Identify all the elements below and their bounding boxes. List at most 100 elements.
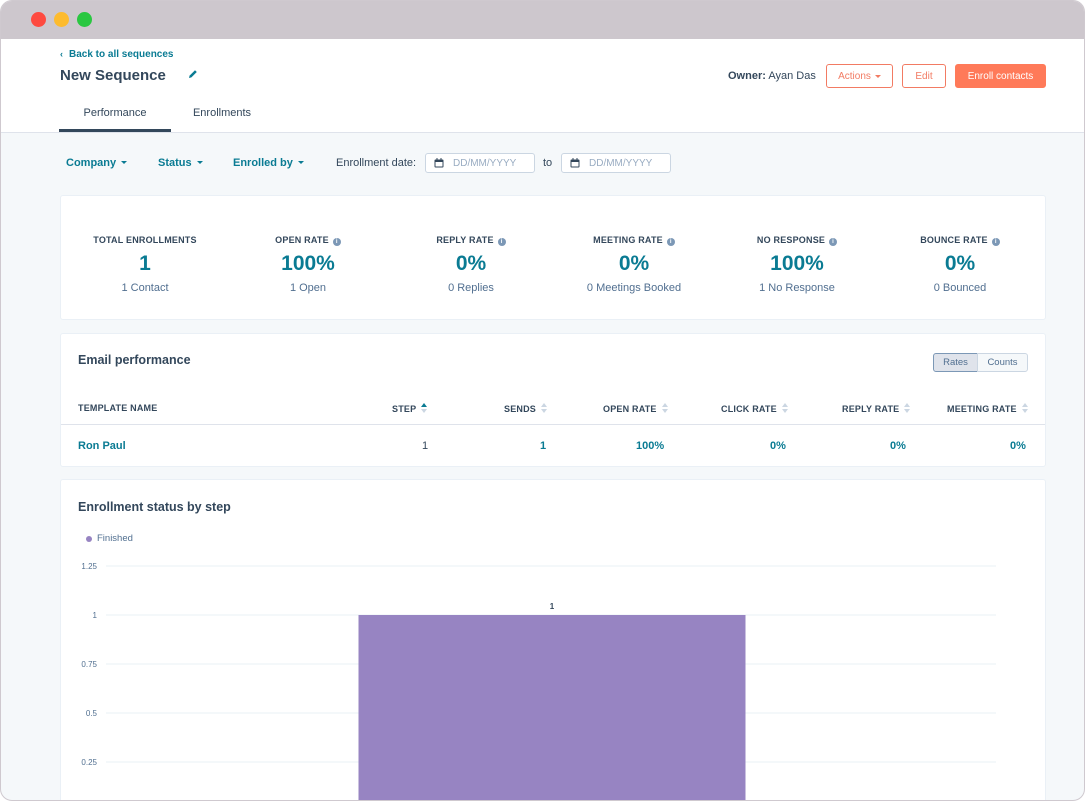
stat-label-text: TOTAL ENROLLMENTS — [93, 235, 197, 245]
legend-swatch — [86, 535, 92, 542]
page-title: New Sequence — [60, 67, 166, 84]
stat-label: MEETING RATE i — [552, 235, 716, 246]
stat-subtext: 1 Open — [289, 282, 327, 294]
column-header-label: REPLY RATE — [842, 404, 900, 414]
column-header-label: STEP — [392, 404, 417, 414]
column-header-label: TEMPLATE NAME — [78, 403, 158, 413]
summary-stats-card: TOTAL ENROLLMENTS 1 1 Contact OPEN RATE i… — [60, 195, 1046, 320]
column-header-label: MEETING RATE — [947, 404, 1017, 414]
info-icon[interactable]: i — [332, 238, 341, 246]
column-header-meeting-rate[interactable]: MEETING RATE — [947, 403, 1028, 414]
back-to-sequences-link[interactable]: ‹ Back to all sequences — [60, 49, 174, 60]
column-header-template-name[interactable]: TEMPLATE NAME — [78, 403, 157, 413]
enrolled-by-filter[interactable]: Enrolled by — [233, 157, 304, 169]
legend-label: Finished — [97, 533, 133, 544]
tab-performance[interactable]: Performance — [83, 107, 147, 119]
back-link-label: Back to all sequences — [69, 49, 174, 60]
stat-subtext: 1 Contact — [121, 282, 169, 294]
stat-label: BOUNCE RATE i — [878, 235, 1042, 246]
caret-down-icon — [196, 161, 203, 164]
minimize-window-button[interactable] — [54, 12, 69, 27]
table-divider — [61, 424, 1045, 425]
column-header-label: SENDS — [504, 404, 537, 414]
column-header-open-rate[interactable]: OPEN RATE — [603, 403, 668, 414]
info-icon[interactable]: i — [497, 238, 506, 246]
stat-label-text: BOUNCE RATE — [920, 235, 988, 245]
owner-label: Owner: — [728, 70, 766, 82]
date-to-placeholder: DD/MM/YYYY — [589, 157, 653, 169]
stat-label: TOTAL ENROLLMENTS — [63, 235, 227, 245]
enrollment-date-from-input[interactable]: DD/MM/YYYY — [425, 153, 535, 173]
maximize-window-button[interactable] — [77, 12, 92, 27]
stat-value: 100% — [770, 252, 824, 275]
y-tick-label: 0.5 — [86, 709, 98, 718]
bar-data-label: 1 — [550, 602, 555, 611]
sort-icon — [1021, 403, 1028, 414]
sends-cell[interactable]: 1 — [540, 440, 547, 452]
stat-label-text: REPLY RATE — [436, 235, 494, 245]
stat-value: 0% — [944, 252, 976, 275]
sort-icon — [541, 403, 548, 414]
stat-value: 0% — [618, 252, 650, 275]
actions-button[interactable]: Actions — [826, 64, 893, 88]
y-tick-label: 0.75 — [81, 660, 97, 669]
close-window-button[interactable] — [31, 12, 46, 27]
enrollment-status-title: Enrollment status by step — [78, 500, 231, 514]
chart-bar[interactable] — [358, 615, 746, 801]
info-icon[interactable]: i — [666, 238, 675, 246]
sort-icon — [781, 403, 788, 414]
click-rate-cell[interactable]: 0% — [770, 440, 786, 452]
stat-label: OPEN RATE i — [226, 235, 390, 246]
enroll-contacts-button[interactable]: Enroll contacts — [955, 64, 1046, 88]
column-header-step[interactable]: STEP — [392, 403, 428, 414]
open-rate-cell[interactable]: 100% — [636, 440, 665, 452]
title-bar — [1, 1, 1084, 39]
stat-label: REPLY RATE i — [389, 235, 553, 246]
tab-enrollments[interactable]: Enrollments — [192, 107, 252, 119]
status-filter[interactable]: Status — [158, 157, 203, 169]
stat-value: 0% — [455, 252, 487, 275]
sort-icon — [904, 403, 911, 414]
info-icon[interactable]: i — [829, 238, 838, 246]
reply-rate-cell[interactable]: 0% — [890, 440, 906, 452]
column-header-reply-rate[interactable]: REPLY RATE — [842, 403, 911, 414]
owner-name: Ayan Das — [768, 70, 816, 82]
stat-subtext: 0 Meetings Booked — [586, 282, 682, 294]
chevron-left-icon: ‹ — [60, 49, 63, 59]
enrollment-date-to-input[interactable]: DD/MM/YYYY — [561, 153, 671, 173]
caret-down-icon — [297, 161, 304, 164]
email-performance-card: Email performance Rates Counts TEMPLATE … — [60, 333, 1046, 467]
counts-toggle[interactable]: Counts — [977, 353, 1028, 372]
rates-toggle[interactable]: Rates — [933, 353, 978, 372]
template-name-link[interactable]: Ron Paul — [78, 440, 126, 452]
caret-down-icon — [121, 161, 128, 164]
y-tick-label: 1.25 — [81, 562, 97, 571]
pencil-icon[interactable] — [187, 68, 199, 80]
edit-button[interactable]: Edit — [902, 64, 946, 88]
date-from-placeholder: DD/MM/YYYY — [453, 157, 517, 169]
company-filter-label: Company — [66, 157, 117, 169]
column-header-click-rate[interactable]: CLICK RATE — [721, 403, 788, 414]
sort-icon — [661, 403, 668, 414]
status-filter-label: Status — [158, 157, 192, 169]
enrollment-status-chart: 1.25 1 0.75 0.5 0.25 1 — [81, 562, 996, 801]
stat-label-text: NO RESPONSE — [756, 235, 826, 245]
actions-button-label: Actions — [838, 70, 871, 82]
meeting-rate-cell[interactable]: 0% — [1010, 440, 1026, 452]
page-header: ‹ Back to all sequences New Sequence Owne… — [1, 39, 1084, 133]
column-header-sends[interactable]: SENDS — [504, 403, 548, 414]
company-filter[interactable]: Company — [66, 157, 128, 169]
info-icon[interactable]: i — [991, 238, 1000, 246]
enrollment-status-card: Enrollment status by step Finished 1.25 1… — [60, 479, 1046, 801]
sort-ascending-icon — [421, 403, 428, 414]
caret-down-icon — [874, 74, 881, 78]
step-cell: 1 — [422, 440, 429, 452]
calendar-icon — [570, 158, 580, 168]
stat-subtext: 1 No Response — [759, 282, 835, 294]
y-tick-label: 1 — [93, 611, 98, 620]
chart-legend[interactable]: Finished — [86, 533, 133, 544]
stat-label: NO RESPONSE i — [715, 235, 879, 246]
enrolled-by-filter-label: Enrolled by — [233, 157, 293, 169]
email-performance-title: Email performance — [78, 353, 191, 367]
